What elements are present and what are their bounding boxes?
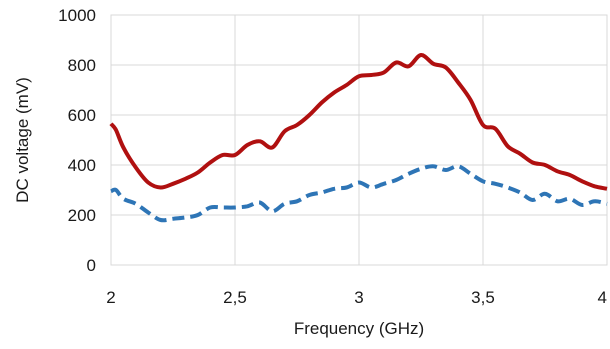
x-tick-label: 2,5 bbox=[223, 288, 247, 307]
y-tick-label: 800 bbox=[68, 56, 96, 75]
x-axis-title: Frequency (GHz) bbox=[294, 319, 424, 338]
y-tick-label: 200 bbox=[68, 206, 96, 225]
y-tick-label: 0 bbox=[87, 256, 96, 275]
y-tick-label: 1000 bbox=[58, 6, 96, 25]
x-axis-tick-labels: 2 2,5 3 3,5 4 bbox=[106, 288, 607, 307]
plot-area bbox=[110, 14, 608, 266]
x-tick-label: 3 bbox=[354, 288, 363, 307]
grid bbox=[110, 14, 608, 266]
y-tick-label: 600 bbox=[68, 106, 96, 125]
x-tick-label: 2 bbox=[106, 288, 115, 307]
x-tick-label: 3,5 bbox=[471, 288, 495, 307]
x-tick-label: 4 bbox=[598, 288, 607, 307]
y-tick-label: 400 bbox=[68, 156, 96, 175]
y-axis-title: DC voltage (mV) bbox=[13, 77, 32, 203]
series-group bbox=[109, 53, 608, 223]
series-line-1 bbox=[109, 53, 608, 191]
series-line-2 bbox=[110, 164, 608, 223]
y-axis-tick-labels: 0 200 400 600 800 1000 bbox=[58, 6, 96, 275]
